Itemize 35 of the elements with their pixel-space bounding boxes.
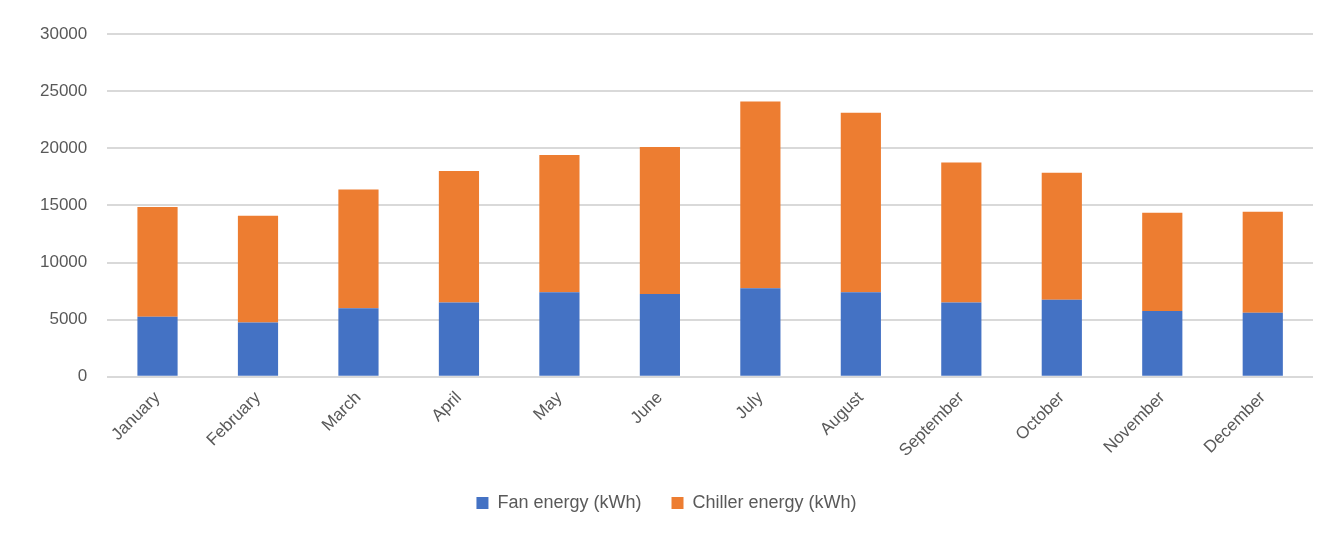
bar xyxy=(539,155,580,293)
bar xyxy=(1041,299,1082,376)
bar xyxy=(639,147,680,294)
y-tick-label: 20000 xyxy=(39,137,88,157)
legend-label: Fan energy (kWh) xyxy=(497,491,642,512)
bar xyxy=(1242,312,1283,376)
bar xyxy=(137,316,178,376)
bar xyxy=(438,302,480,376)
y-tick-label: 5000 xyxy=(49,309,88,329)
bar xyxy=(338,189,379,309)
y-tick-label: 15000 xyxy=(39,195,88,215)
bar xyxy=(338,308,379,376)
bar xyxy=(1041,172,1082,300)
y-tick-label: 10000 xyxy=(39,252,88,272)
bar xyxy=(1142,311,1183,376)
x-tick-label: May xyxy=(529,387,566,424)
y-tick-label: 0 xyxy=(77,366,88,386)
bar xyxy=(639,293,680,376)
y-tick-label: 30000 xyxy=(39,23,88,43)
bar xyxy=(840,292,881,376)
x-tick-label: July xyxy=(731,387,767,423)
bar xyxy=(1242,211,1283,313)
bar xyxy=(237,215,279,323)
bar xyxy=(740,101,781,289)
bar xyxy=(840,112,881,293)
bar xyxy=(237,322,279,376)
y-tick-label: 25000 xyxy=(39,80,88,100)
bar xyxy=(740,288,781,376)
bar xyxy=(137,207,178,317)
bar xyxy=(941,302,982,376)
bar xyxy=(438,171,480,303)
bar xyxy=(539,292,580,376)
legend-label: Chiller energy (kWh) xyxy=(692,491,857,512)
bar xyxy=(941,162,982,303)
bar xyxy=(1142,212,1183,312)
